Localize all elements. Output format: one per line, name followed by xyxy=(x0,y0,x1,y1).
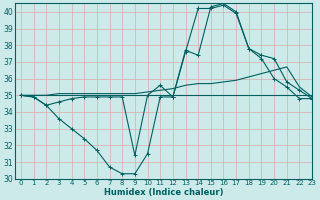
X-axis label: Humidex (Indice chaleur): Humidex (Indice chaleur) xyxy=(104,188,223,197)
